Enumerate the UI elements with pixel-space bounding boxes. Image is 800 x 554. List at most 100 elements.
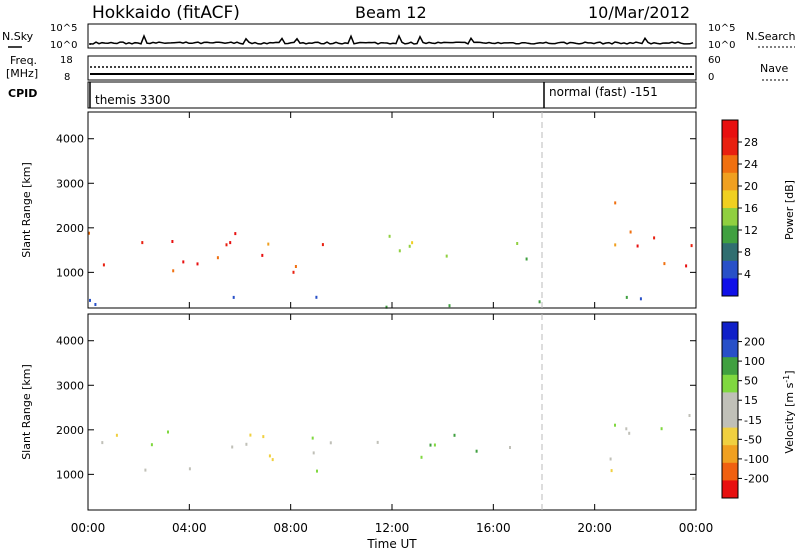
- data-cell: [448, 304, 451, 308]
- data-cell: [385, 305, 388, 309]
- y-tick-label: 1000: [56, 468, 84, 481]
- data-cell: [639, 297, 642, 301]
- x-tick-label: 16:00: [476, 521, 511, 535]
- data-cell: [311, 436, 314, 440]
- data-cell: [610, 469, 613, 473]
- colorbar-segment: [722, 260, 738, 279]
- date-title: 10/Mar/2012: [588, 3, 690, 22]
- nsearch-label: N.Search: [746, 30, 796, 43]
- colorbar-segment: [722, 480, 738, 499]
- data-cell: [102, 263, 105, 267]
- data-cell: [94, 303, 97, 306]
- data-cell: [525, 257, 528, 261]
- nsky-label: N.Sky: [2, 30, 34, 43]
- colorbar-segment: [722, 208, 738, 227]
- colorbar-segment: [722, 225, 738, 244]
- freq-label: Freq.: [10, 54, 37, 67]
- cpid-panel: CPID themis 3300 normal (fast) -151: [8, 81, 697, 109]
- data-cell: [538, 300, 541, 304]
- nsky-tick-bottom-right: 10^0: [708, 40, 735, 51]
- data-cell: [625, 295, 628, 299]
- nsky-tick-bottom-left: 10^0: [50, 40, 77, 51]
- freq-tick-bottom: 8: [64, 72, 70, 83]
- velocity-ylabel: Slant Range [km]: [20, 364, 33, 460]
- data-cell: [388, 234, 391, 238]
- data-cell: [420, 455, 423, 459]
- y-tick-label: 4000: [56, 133, 84, 146]
- power-ylabel: Slant Range [km]: [20, 162, 33, 258]
- data-cell: [690, 244, 693, 248]
- colorbar-segment: [722, 322, 738, 341]
- freq-panel: Freq. [MHz] 18 8 60 0 Nave: [6, 54, 790, 83]
- velocity-colorbar: 200 100 50 15 -15 -50 -100 -200: [721, 321, 769, 499]
- data-cell: [267, 242, 270, 246]
- data-cell: [312, 451, 315, 455]
- colorbar-segment: [722, 172, 738, 191]
- data-cell: [614, 423, 616, 427]
- data-cell: [629, 230, 632, 234]
- colorbar-segment: [722, 137, 738, 156]
- data-cell: [660, 427, 663, 431]
- data-cell: [271, 458, 274, 462]
- freq-tick-top: 18: [60, 55, 73, 66]
- cpid-mode-2: normal (fast) -151: [549, 85, 658, 99]
- data-cell: [229, 241, 232, 245]
- data-cell: [692, 477, 695, 480]
- data-cell: [188, 467, 191, 471]
- data-cell: [408, 244, 411, 248]
- data-cell: [625, 427, 628, 431]
- data-cell: [115, 433, 118, 437]
- colorbar-tick-label: 4: [744, 268, 751, 281]
- data-cell: [89, 298, 91, 302]
- data-cell: [245, 442, 248, 446]
- y-tick-label: 3000: [56, 177, 84, 190]
- data-cell: [411, 241, 414, 245]
- nsky-tick-top-right: 10^5: [708, 23, 735, 34]
- data-cell: [167, 430, 169, 434]
- colorbar-segment: [722, 278, 738, 297]
- data-cell: [516, 242, 519, 245]
- y-tick-label: 2000: [56, 424, 84, 437]
- station-title: Hokkaido (fitACF): [92, 3, 240, 23]
- data-cell: [315, 295, 318, 299]
- data-cell: [292, 270, 295, 274]
- nave-tick-top: 60: [708, 55, 721, 66]
- colorbar-tick-label: 12: [744, 224, 758, 237]
- data-cell: [144, 468, 147, 472]
- data-cell: [294, 265, 297, 268]
- data-cell: [249, 433, 252, 437]
- beam-title: Beam 12: [355, 3, 427, 22]
- colorbar-tick-label: 24: [744, 158, 758, 171]
- data-cell: [141, 241, 144, 245]
- nave-tick-bottom: 0: [708, 72, 714, 83]
- data-cell: [172, 269, 175, 273]
- data-cell: [429, 443, 432, 447]
- data-cell: [663, 262, 666, 266]
- colorbar-tick-label: -50: [744, 433, 762, 446]
- data-cell: [196, 262, 199, 266]
- data-cell: [609, 457, 612, 461]
- colorbar-segment: [722, 445, 738, 464]
- data-cell: [475, 449, 478, 453]
- data-cell: [216, 256, 219, 260]
- data-cell: [509, 446, 511, 449]
- colorbar-segment: [722, 190, 738, 209]
- colorbar-tick-label: -15: [744, 414, 762, 427]
- y-tick-label: 2000: [56, 222, 84, 235]
- data-cell: [150, 443, 153, 447]
- cpid-mode-1: themis 3300: [95, 93, 170, 107]
- colorbar-tick-label: 15: [744, 394, 758, 407]
- data-cell: [182, 260, 185, 264]
- colorbar-segment: [722, 357, 738, 376]
- data-cell: [262, 435, 265, 439]
- y-tick-label: 3000: [56, 379, 84, 392]
- x-axis-label: Time UT: [366, 537, 417, 551]
- data-cell: [261, 253, 264, 257]
- freq-units: [MHz]: [6, 67, 38, 80]
- data-cell: [614, 243, 617, 247]
- data-cell: [321, 243, 324, 247]
- data-cell: [688, 414, 691, 417]
- velocity-yticks: 1000 2000 3000 4000: [56, 335, 696, 481]
- data-cell: [232, 295, 235, 299]
